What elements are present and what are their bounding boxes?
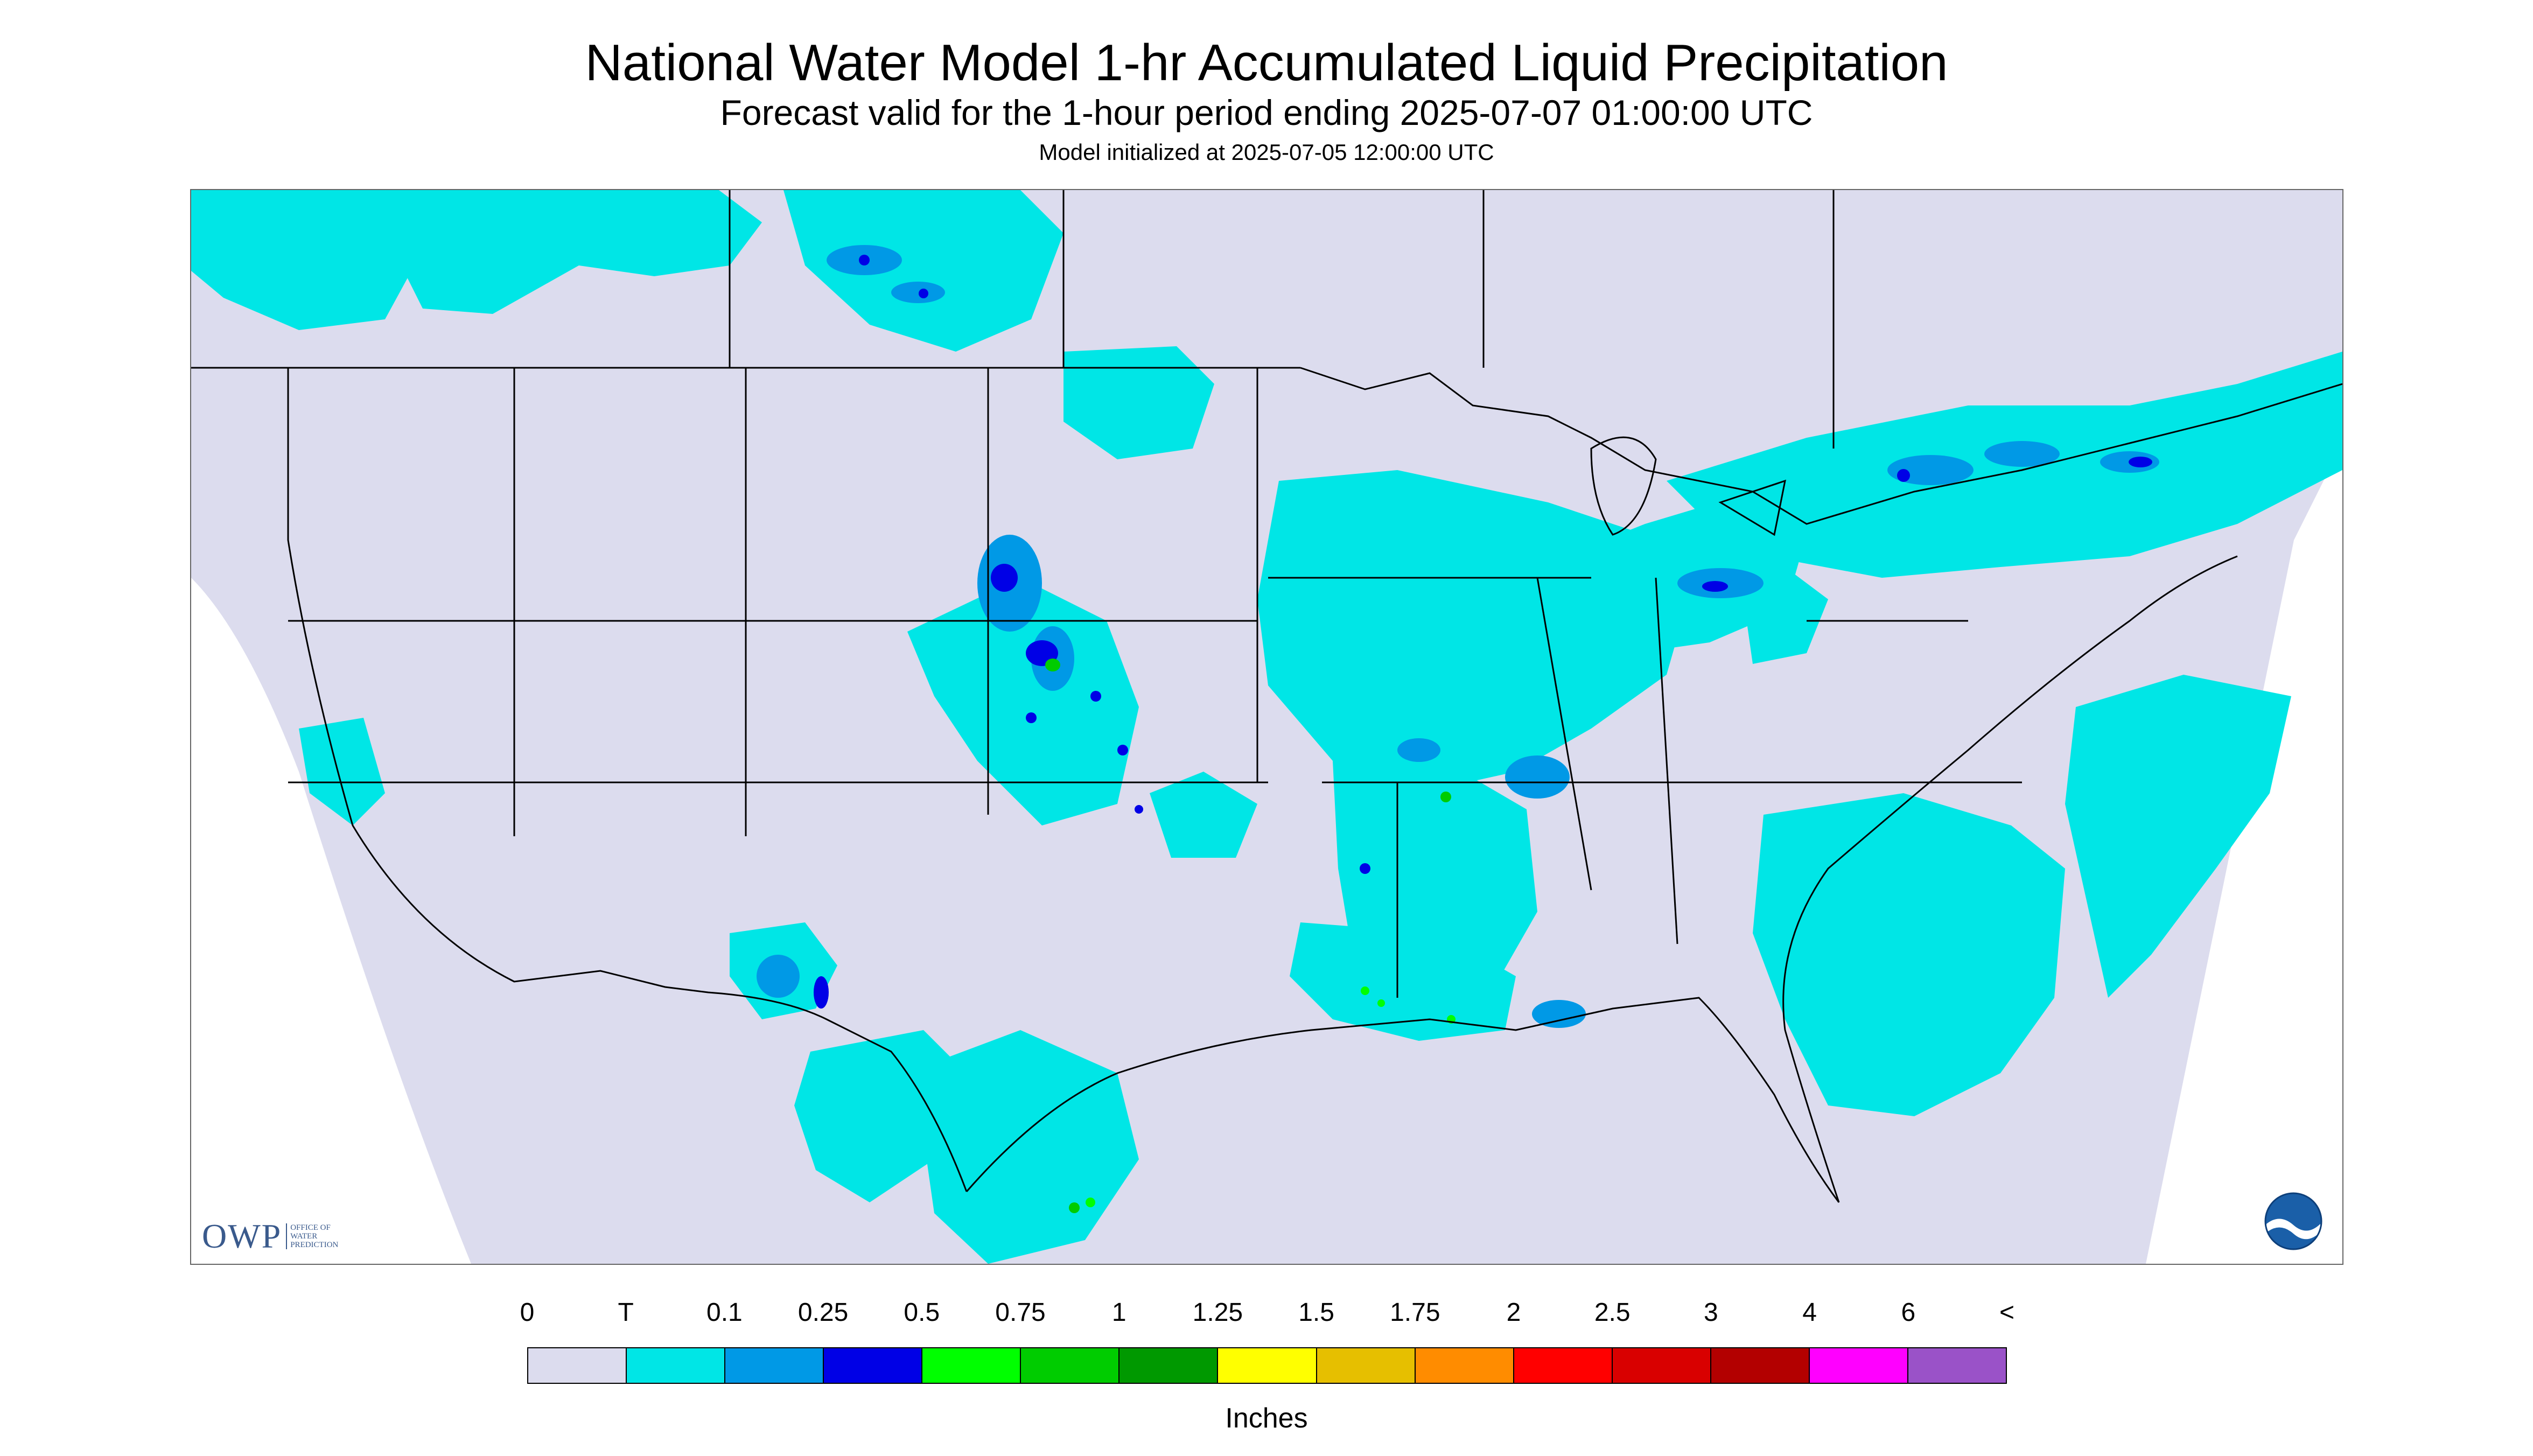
legend-swatch-9 — [1415, 1348, 1514, 1383]
legend-swatch-11 — [1612, 1348, 1711, 1383]
legend-label: 1.5 — [1298, 1298, 1334, 1327]
legend-swatch-1 — [627, 1348, 726, 1383]
legend-label: T — [618, 1298, 634, 1327]
map-canvas — [191, 190, 2342, 1264]
legend-label: 6 — [1901, 1298, 1916, 1327]
legend-labels: 0 T 0.1 0.25 0.5 0.75 1 1.25 1.5 1.75 2 2.5 3 4 6 < — [0, 1298, 2533, 1335]
legend-swatch-7 — [1218, 1348, 1317, 1383]
model-init-time: Model initialized at 2025-07-05 12:00:00… — [1039, 139, 1494, 165]
map-subtitle: Forecast valid for the 1-hour period end… — [720, 93, 1813, 132]
legend-swatch-14 — [1908, 1348, 2006, 1383]
precip-0.5-plus-cores — [1045, 659, 1456, 1213]
legend-swatch-6 — [1119, 1348, 1219, 1383]
legend-swatch-12 — [1711, 1348, 1810, 1383]
legend-color-bar — [527, 1347, 2007, 1384]
legend-label: 4 — [1802, 1298, 1817, 1327]
legend-label: 0.5 — [904, 1298, 940, 1327]
legend-swatch-8 — [1317, 1348, 1416, 1383]
legend-label: 0.75 — [995, 1298, 1046, 1327]
legend-swatch-10 — [1514, 1348, 1613, 1383]
owp-logo-text: Office of Water Prediction — [286, 1223, 338, 1249]
legend-label: 2.5 — [1594, 1298, 1631, 1327]
legend-label: 1 — [1111, 1298, 1126, 1327]
legend-swatch-0 — [528, 1348, 627, 1383]
legend-swatch-5 — [1021, 1348, 1120, 1383]
map-title: National Water Model 1-hr Accumulated Li… — [585, 34, 1948, 92]
owp-logo-mark: OWP — [202, 1217, 282, 1255]
legend-label: 2 — [1506, 1298, 1521, 1327]
legend-label: 3 — [1704, 1298, 1718, 1327]
legend-label: 0.1 — [706, 1298, 743, 1327]
legend-label: 1.25 — [1192, 1298, 1243, 1327]
legend-swatch-13 — [1809, 1348, 1908, 1383]
legend-units: Inches — [1225, 1403, 1308, 1434]
legend-label: 1.75 — [1390, 1298, 1440, 1327]
legend-swatch-3 — [824, 1348, 923, 1383]
owp-logo: OWP Office of Water Prediction — [202, 1216, 338, 1256]
owp-logo-line-1: Office of — [290, 1223, 331, 1232]
precipitation-map: OWP Office of Water Prediction — [190, 189, 2343, 1265]
noaa-logo-icon — [2264, 1192, 2322, 1250]
map-boundaries — [191, 190, 2342, 1203]
precip-0.25-areas — [814, 255, 2152, 1009]
legend-swatch-2 — [725, 1348, 824, 1383]
legend-label: 0.25 — [797, 1298, 849, 1327]
owp-logo-line-2: Water — [290, 1232, 318, 1241]
legend-label: < — [1999, 1298, 2015, 1327]
legend-swatch-4 — [922, 1348, 1021, 1383]
owp-logo-line-3: Prediction — [290, 1241, 339, 1249]
legend-label: 0 — [520, 1298, 535, 1327]
